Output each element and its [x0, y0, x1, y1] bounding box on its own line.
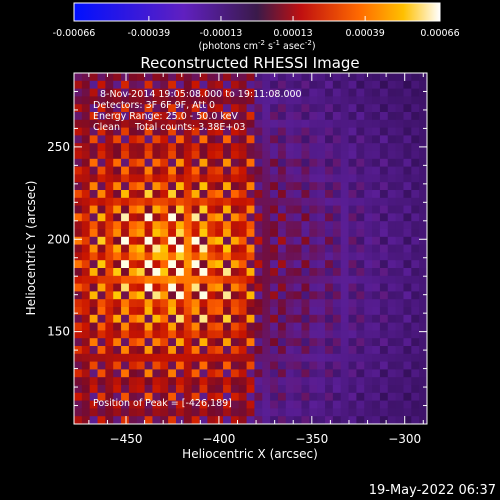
- y-axis-ticks: [74, 90, 427, 407]
- x-tick-label: −400: [202, 432, 235, 446]
- colorbar-tick-label: 0.00039: [345, 28, 384, 39]
- annotation-peak: Position of Peak = [-426,189]: [93, 398, 232, 409]
- annotation-energy: Energy Range: 25.0 - 50.0 keV: [93, 111, 238, 122]
- heatmap-cell: [74, 73, 83, 82]
- x-tick-label: −300: [388, 432, 421, 446]
- annotation-clean: Clean Total counts: 3.38E+03: [93, 122, 245, 133]
- y-tick-label: 200: [47, 232, 70, 246]
- plot-frame: [73, 72, 428, 425]
- y-tick-label: 250: [47, 140, 70, 154]
- colorbar-tick-label: -0.00013: [200, 28, 243, 39]
- colorbar-tick-label: -0.00039: [128, 28, 171, 39]
- chart-title: Reconstructed RHESSI Image: [140, 54, 359, 72]
- x-axis-label: Heliocentric X (arcsec): [182, 447, 318, 461]
- y-axis-tick-labels: 150 200 250: [47, 140, 70, 339]
- footer-timestamp: 19-May-2022 06:37: [369, 483, 496, 498]
- colorbar: [73, 2, 441, 22]
- y-axis-label: Heliocentric Y (arcsec): [24, 181, 38, 316]
- x-axis-tick-labels: −450 −400 −350 −300: [110, 432, 422, 446]
- colorbar-units: (photons cm-2 s-1 asec-2): [198, 39, 315, 52]
- colorbar-tick-label: -0.00066: [53, 28, 96, 39]
- x-axis-ticks: [88, 73, 424, 424]
- colorbar-tick-label: 0.00013: [273, 28, 312, 39]
- x-tick-label: −450: [110, 432, 143, 446]
- x-tick-label: −350: [295, 432, 328, 446]
- colorbar-tick-label: 0.00066: [420, 28, 459, 39]
- colorbar-tick-labels: -0.00066 -0.00039 -0.00013 0.00013 0.00039 0.…: [53, 28, 460, 39]
- colorbar-ticks: [73, 16, 441, 21]
- annotation-detectors: Detectors: 3F 6F 9F, Att 0: [93, 100, 215, 111]
- annotation-time: 8-Nov-2014 19:05:08.000 to 19:11:08.000: [100, 89, 302, 100]
- heatmap-image: [74, 73, 427, 424]
- y-tick-label: 150: [47, 325, 70, 339]
